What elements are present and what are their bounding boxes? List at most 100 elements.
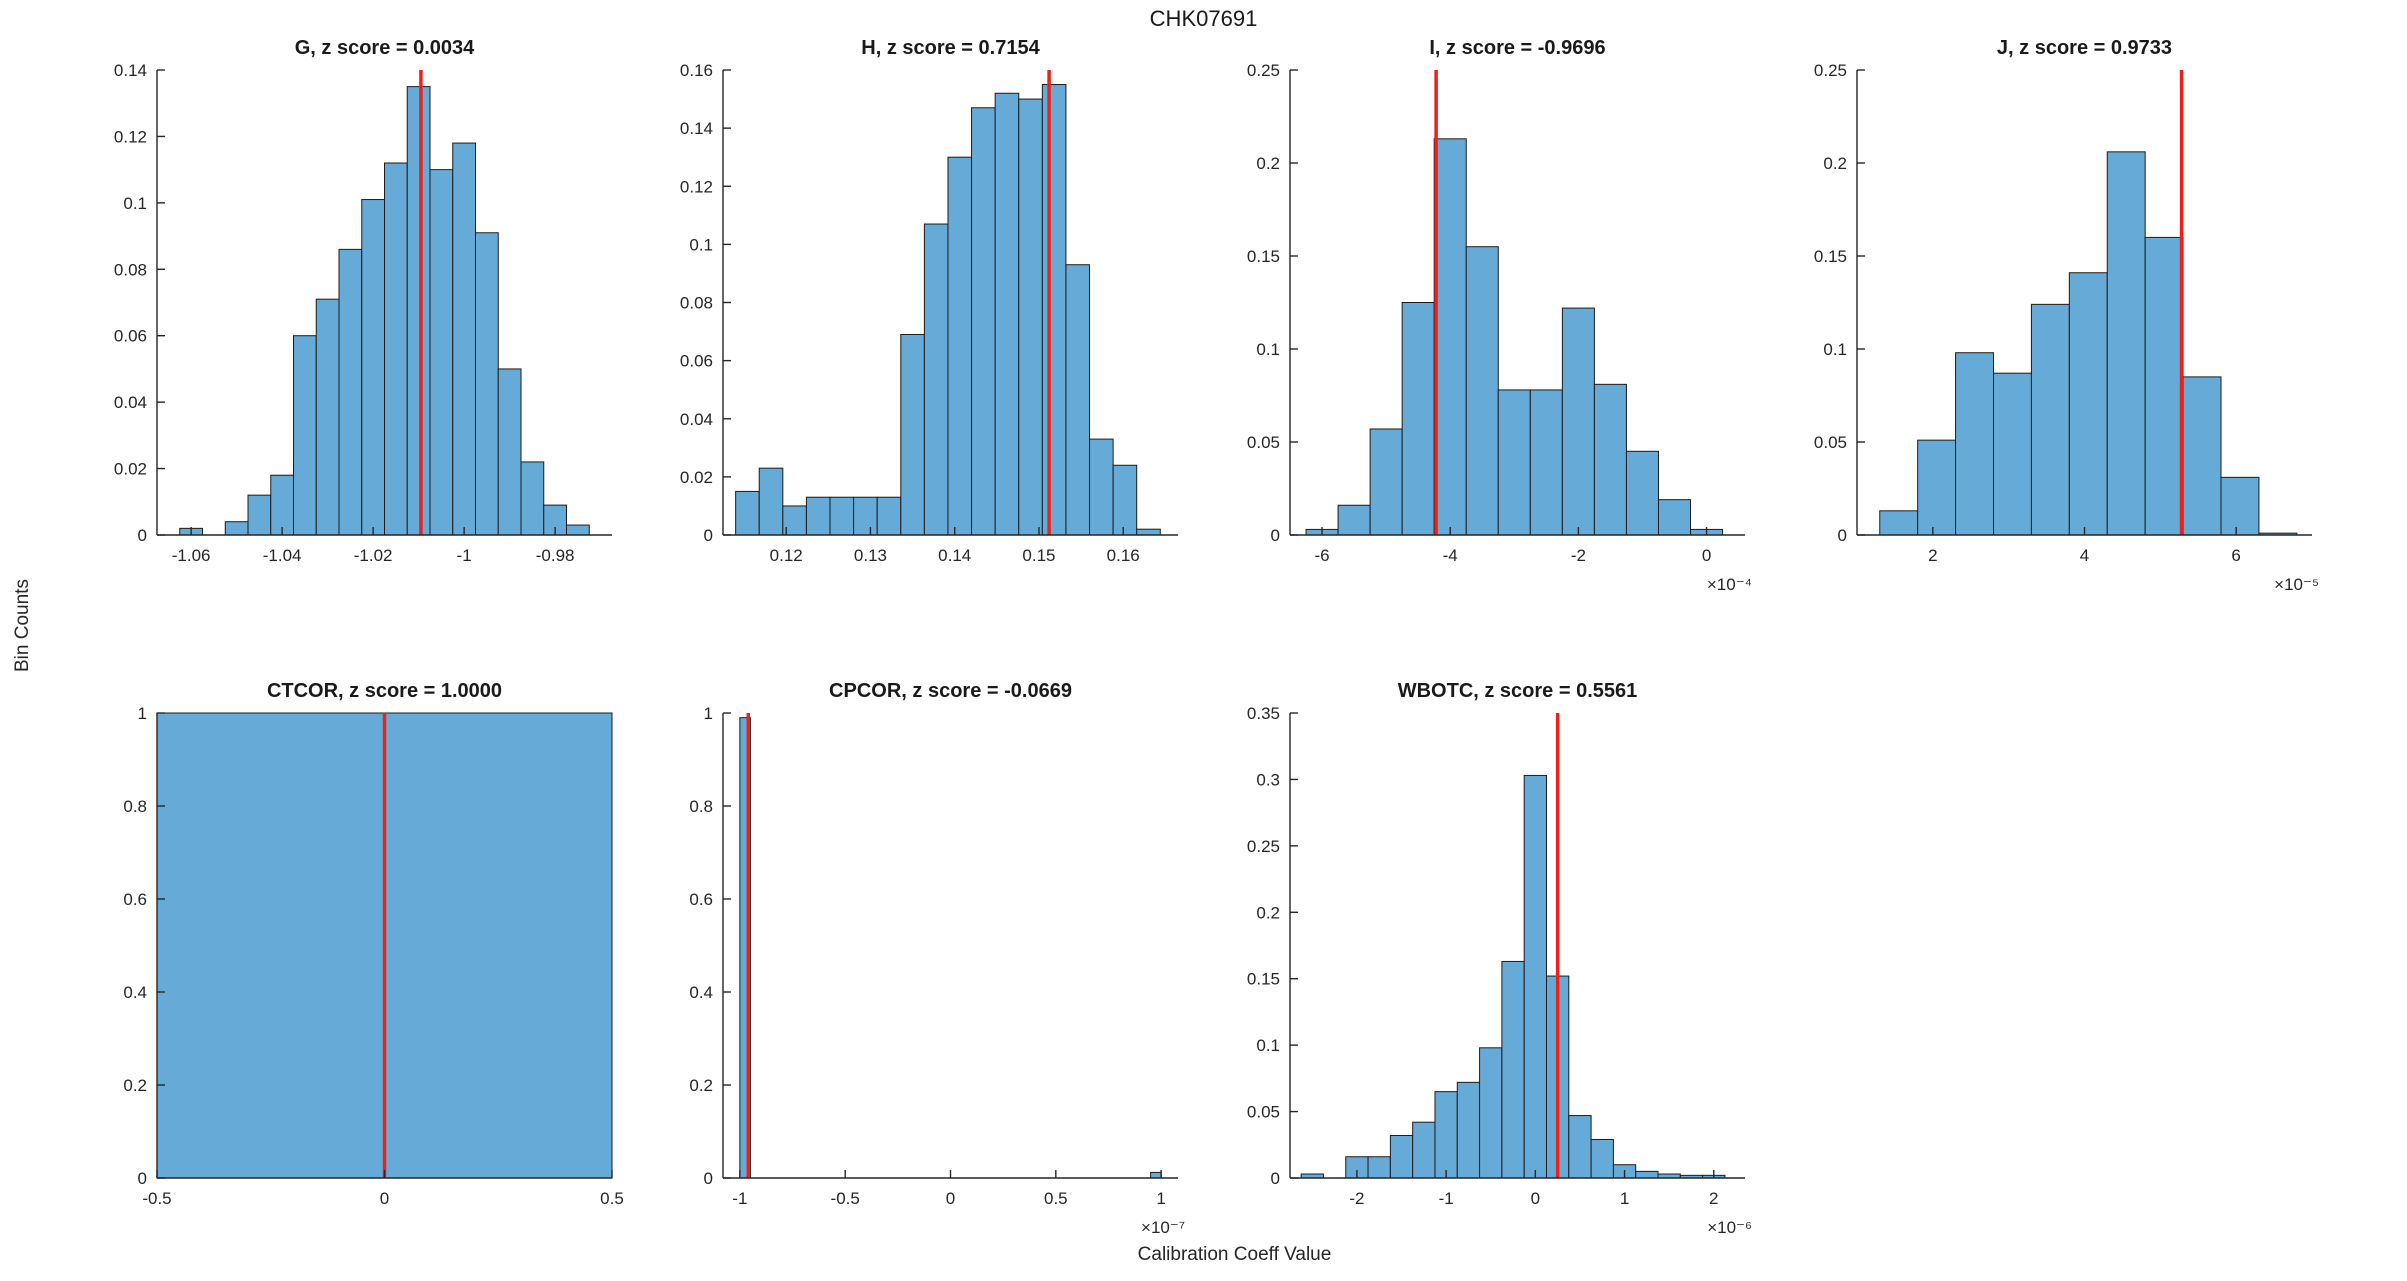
y-tick-label: 0.05 — [1814, 433, 1847, 452]
x-tick-label: -2 — [1571, 546, 1586, 565]
x-tick-label: -1.04 — [263, 546, 302, 565]
y-tick-label: 0.15 — [1247, 247, 1280, 266]
x-tick-label: 1 — [1620, 1189, 1629, 1208]
subplot-title: WBOTC, z score = 0.5561 — [1397, 680, 1638, 702]
y-tick-label: 0 — [1838, 526, 1847, 545]
histogram-bars — [1300, 774, 1726, 1179]
histogram-bars — [739, 717, 1162, 1179]
y-tick-label: 0.06 — [114, 327, 147, 346]
subplot-CPCOR: CPCOR, z score = -0.0669 -1 -0.5 0 0.5 1 0 0.2… — [638, 668, 1223, 1253]
histogram-canvas: -0.5 0 0.500.20.40.60.81 — [123, 704, 624, 1208]
histogram-canvas: -2 -1 0 1 2 0 0.05 0.1 0.15 0.2 0.25 0.3 0.35 — [1247, 704, 1745, 1208]
subplot-title: I, z score = -0.9696 — [1429, 37, 1606, 59]
figure-ylabel: Bin Counts — [12, 579, 33, 672]
figure-title: CHK07691 — [1149, 6, 1258, 31]
subplot-G: G, z score = 0.0034 -1.06 -1.04 -1.02 -1 -0.… — [72, 25, 657, 610]
y-tick-label: 0 — [704, 526, 713, 545]
histogram-bars — [735, 84, 1161, 536]
y-tick-label: 0.16 — [680, 61, 713, 80]
subplot-J: J, z score = 0.9733 2 4 6 0 0.05 0.1 0.15 0.2 0.… — [1772, 25, 2357, 610]
x-tick-label: 1 — [1156, 1189, 1165, 1208]
y-tick-label: 0.12 — [114, 127, 147, 146]
y-tick-label: 0.8 — [123, 797, 147, 816]
y-tick-label: 0.02 — [680, 468, 713, 487]
y-tick-label: 0 — [1271, 526, 1280, 545]
subplot-title: J, z score = 0.9733 — [1996, 37, 2173, 59]
y-tick-label: 0.2 — [689, 1076, 713, 1095]
x-tick-label: 0 — [1702, 546, 1711, 565]
x-axis-exponent-label: ×10⁻⁴ — [1706, 575, 1752, 594]
histogram-bars — [1879, 151, 2298, 536]
y-tick-label: 0 — [138, 526, 147, 545]
y-tick-label: 0.15 — [1247, 970, 1280, 989]
y-tick-label: 0.4 — [123, 983, 147, 1002]
y-tick-label: 0.14 — [680, 119, 713, 138]
histogram-bars — [1305, 138, 1724, 536]
x-tick-label: 0.14 — [938, 546, 971, 565]
y-tick-label: 0.25 — [1814, 61, 1847, 80]
histogram-bars — [179, 86, 590, 536]
y-tick-label: 0.1 — [1256, 1036, 1280, 1055]
histogram-canvas: 0.12 0.13 0.14 0.15 0.16 0 0.02 0.04 0.06 0.08 0.1… — [680, 61, 1178, 565]
subplot-I: I, z score = -0.9696 -6 -4 -2 0 0 0.05 0.1 0.15… — [1205, 25, 1790, 610]
y-tick-label: 0 — [138, 1169, 147, 1188]
y-tick-label: 0.6 — [123, 890, 147, 909]
subplot-H: H, z score = 0.7154 0.12 0.13 0.14 0.15 0.16… — [638, 25, 1223, 610]
x-tick-label: 6 — [2231, 546, 2240, 565]
y-tick-label: 0.02 — [114, 460, 147, 479]
y-tick-label: 0.25 — [1247, 61, 1280, 80]
x-tick-label: 0.12 — [770, 546, 803, 565]
x-tick-label: 2 — [1709, 1189, 1718, 1208]
y-tick-label: 0.04 — [114, 393, 147, 412]
y-tick-label: 1 — [704, 704, 713, 723]
x-tick-label: -0.5 — [831, 1189, 860, 1208]
y-tick-label: 0.6 — [689, 890, 713, 909]
histogram-canvas: 2 4 6 0 0.05 0.1 0.15 0.2 0.25 — [1814, 61, 2312, 565]
x-tick-label: -1 — [457, 546, 472, 565]
y-tick-label: 0.8 — [689, 797, 713, 816]
x-tick-label: 0.13 — [854, 546, 887, 565]
y-tick-label: 0 — [704, 1169, 713, 1188]
x-tick-label: 2 — [1928, 546, 1937, 565]
y-tick-label: 0.05 — [1247, 433, 1280, 452]
subplot-CTCOR: CTCOR, z score = 1.0000 -0.5 0 0.5 0 0.2 0.4 0… — [72, 668, 657, 1253]
x-tick-label: -1.06 — [172, 546, 211, 565]
y-tick-label: 0.2 — [1823, 154, 1847, 173]
x-tick-label: -1 — [1439, 1189, 1454, 1208]
histogram-canvas: -6 -4 -2 0 0 0.05 0.1 0.15 0.2 0.25 — [1247, 61, 1745, 565]
x-axis-exponent-label: ×10⁻⁷ — [1141, 1218, 1185, 1237]
y-tick-label: 0 — [1271, 1169, 1280, 1188]
y-tick-label: 0.1 — [1823, 340, 1847, 359]
x-tick-label: -1.02 — [354, 546, 393, 565]
histogram-canvas: -1.06 -1.04 -1.02 -1 -0.98 0 0.02 0.04 0.06 0.08 0… — [114, 61, 612, 565]
subplot-title: H, z score = 0.7154 — [861, 37, 1040, 59]
y-tick-label: 0.06 — [680, 352, 713, 371]
y-tick-label: 0.15 — [1814, 247, 1847, 266]
x-tick-label: -4 — [1443, 546, 1458, 565]
y-tick-label: 0.3 — [1256, 770, 1280, 789]
subplot-title: CTCOR, z score = 1.0000 — [266, 680, 503, 702]
subplot-title: G, z score = 0.0034 — [294, 37, 475, 59]
x-tick-label: 0.5 — [1044, 1189, 1068, 1208]
y-tick-label: 1 — [138, 704, 147, 723]
x-tick-label: 4 — [2080, 546, 2089, 565]
y-tick-label: 0.1 — [689, 235, 713, 254]
x-axis-exponent-label: ×10⁻⁶ — [1707, 1218, 1752, 1237]
x-axis-exponent-label: ×10⁻⁵ — [2274, 575, 2319, 594]
y-tick-label: 0.1 — [123, 194, 147, 213]
subplot-title: CPCOR, z score = -0.0669 — [829, 680, 1072, 702]
y-tick-label: 0.08 — [680, 294, 713, 313]
x-tick-label: 0 — [1531, 1189, 1540, 1208]
y-tick-label: 0.25 — [1247, 837, 1280, 856]
subplot-WBOTC: WBOTC, z score = 0.5561 -2 -1 0 1 2 0 0.05 0.1 0… — [1205, 668, 1790, 1253]
y-tick-label: 0.2 — [1256, 154, 1280, 173]
x-tick-label: 0 — [946, 1189, 955, 1208]
y-tick-label: 0.12 — [680, 177, 713, 196]
x-tick-label: -0.5 — [142, 1189, 171, 1208]
y-tick-label: 0.2 — [123, 1076, 147, 1095]
x-tick-label: 0.5 — [600, 1189, 624, 1208]
y-tick-label: 0.14 — [114, 61, 147, 80]
y-tick-label: 0.08 — [114, 260, 147, 279]
histogram-canvas: -1 -0.5 0 0.5 1 0 0.2 0.4 0.6 0.8 1 — [689, 704, 1178, 1208]
